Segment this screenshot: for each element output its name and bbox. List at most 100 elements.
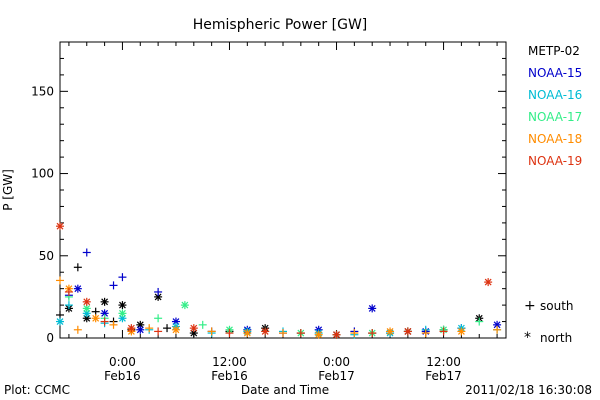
- data-point: [403, 327, 412, 336]
- data-point-stroke: [101, 309, 109, 317]
- data-point: [493, 325, 502, 334]
- data-point-stroke: [56, 222, 64, 230]
- y-axis: 0 50 100 150: [31, 41, 506, 345]
- x-tick-label-date: Feb16: [104, 369, 141, 383]
- data-point: [109, 320, 118, 329]
- data-point: [82, 297, 91, 306]
- data-point: [225, 329, 234, 338]
- hemisphere-legend-symbol: +: [524, 298, 536, 314]
- data-point: [91, 314, 100, 323]
- x-tick-label-date: Feb16: [211, 369, 248, 383]
- data-point: [56, 317, 64, 326]
- data-point: [198, 320, 207, 329]
- data-point-stroke: [119, 301, 126, 309]
- data-point: [118, 273, 127, 282]
- data-point: [64, 287, 73, 296]
- data-point: [118, 301, 127, 310]
- data-point: [475, 317, 484, 326]
- data-point-stroke: [92, 314, 100, 322]
- data-point: [261, 327, 270, 336]
- data-point: [296, 329, 305, 338]
- data-point: [368, 329, 377, 338]
- data-point-stroke: [190, 324, 198, 332]
- data-point-stroke: [368, 304, 376, 312]
- legend-entry: NOAA-16: [528, 88, 582, 102]
- data-point: [56, 222, 64, 231]
- data-point: [484, 278, 493, 287]
- data-point: [100, 297, 109, 306]
- data-point: [180, 301, 189, 310]
- legend-entry: NOAA-18: [528, 132, 582, 146]
- data-point: [189, 324, 198, 333]
- chart-title: Hemispheric Power [GW]: [193, 17, 368, 33]
- data-point-stroke: [83, 314, 91, 322]
- legend-entry: METP-02: [528, 44, 580, 58]
- data-point: [118, 314, 127, 323]
- data-point-stroke: [83, 304, 91, 312]
- x-tick-label-time: 0:00: [109, 355, 136, 369]
- plot-frame: [59, 41, 507, 339]
- footer-timestamp: 2011/02/18 16:30:08: [465, 383, 592, 397]
- data-point-stroke: [386, 327, 394, 335]
- data-point: [171, 325, 180, 334]
- data-point: [73, 325, 82, 334]
- data-point-stroke: [261, 327, 269, 335]
- data-point: [243, 329, 252, 338]
- y-axis-label: P [GW]: [1, 169, 15, 211]
- legend-entry: NOAA-17: [528, 110, 582, 124]
- y-tick-label: 0: [46, 331, 54, 345]
- y-tick-label: 150: [31, 84, 54, 98]
- data-point: [368, 304, 377, 313]
- data-point: [127, 324, 136, 333]
- footer-plot-source: Plot: CCMC: [4, 383, 70, 397]
- hemisphere-legend-symbol: *: [524, 330, 531, 346]
- x-axis-label: Date and Time: [241, 383, 329, 397]
- x-tick-label-time: 0:00: [323, 355, 350, 369]
- data-point-stroke: [404, 327, 412, 335]
- y-tick-label: 50: [39, 249, 54, 263]
- hemisphere-legend: + south * north: [524, 298, 574, 346]
- data-point: [136, 325, 145, 334]
- data-point: [109, 281, 118, 290]
- data-point: [118, 309, 127, 318]
- data-point: [439, 327, 448, 336]
- data-point-stroke: [315, 331, 323, 339]
- data-point: [145, 324, 154, 333]
- data-point-stroke: [181, 301, 189, 309]
- y-tick-label: 100: [31, 167, 54, 181]
- legend-entry: NOAA-19: [528, 154, 582, 168]
- data-point-stroke: [484, 278, 492, 286]
- data-point: [73, 263, 82, 272]
- data-point: [386, 327, 395, 336]
- data-point-stroke: [127, 324, 135, 332]
- data-point-stroke: [101, 298, 109, 306]
- data-point-stroke: [172, 326, 180, 334]
- data-point-stroke: [457, 327, 465, 335]
- hemisphere-legend-label: north: [540, 331, 572, 345]
- data-point: [73, 284, 82, 293]
- data-point: [154, 327, 163, 336]
- data-point: [207, 327, 216, 336]
- data-point: [350, 329, 359, 338]
- data-point-stroke: [83, 309, 91, 317]
- data-point-stroke: [119, 309, 126, 317]
- data-point: [163, 324, 172, 333]
- data-points: [56, 222, 502, 339]
- x-tick-label-date: Feb17: [318, 369, 355, 383]
- data-point: [154, 287, 163, 296]
- data-point: [82, 248, 91, 257]
- x-tick-label-time: 12:00: [212, 355, 247, 369]
- data-point: [56, 276, 64, 285]
- data-point: [457, 327, 466, 336]
- data-point-stroke: [493, 321, 501, 329]
- data-point: [154, 314, 163, 323]
- data-point-stroke: [136, 326, 144, 334]
- series-legend: METP-02 NOAA-15 NOAA-16 NOAA-17 NOAA-18 NOAA-…: [528, 44, 582, 168]
- x-tick-label-date: Feb17: [425, 369, 462, 383]
- data-point: [279, 329, 287, 338]
- data-point-stroke: [172, 318, 180, 325]
- hemisphere-legend-label: south: [540, 299, 574, 313]
- data-point-stroke: [83, 298, 91, 306]
- x-tick-label-time: 12:00: [426, 355, 461, 369]
